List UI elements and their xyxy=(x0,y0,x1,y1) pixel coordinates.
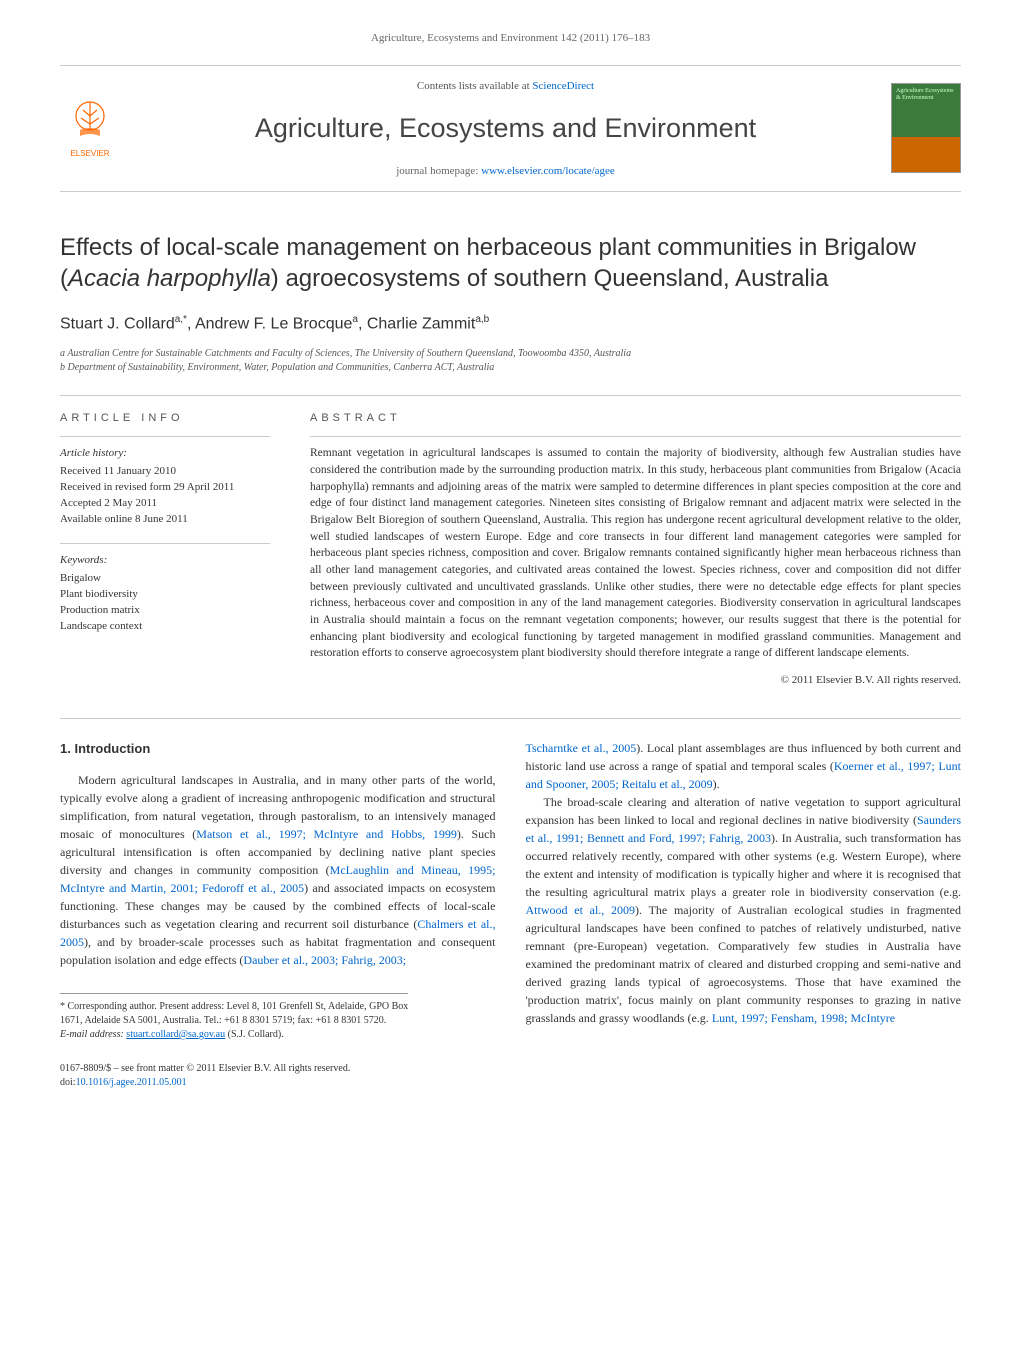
corresponding-footnote: * Corresponding author. Present address:… xyxy=(60,993,408,1042)
footnote-email-label: E-mail address: xyxy=(60,1029,126,1040)
doi-link[interactable]: 10.1016/j.agee.2011.05.001 xyxy=(76,1077,187,1088)
intro-text: ). xyxy=(713,777,720,791)
journal-cover: Agriculture Ecosystems & Environment xyxy=(891,83,961,173)
ref-link[interactable]: Lunt, 1997; Fensham, 1998; McIntyre xyxy=(712,1011,895,1025)
journal-homepage: journal homepage: www.elsevier.com/locat… xyxy=(136,163,875,180)
homepage-link[interactable]: www.elsevier.com/locate/agee xyxy=(481,165,615,177)
footnote-email-suffix: (S.J. Collard). xyxy=(225,1029,284,1040)
contents-line: Contents lists available at ScienceDirec… xyxy=(136,78,875,95)
body-col-right: Tscharntke et al., 2005). Local plant as… xyxy=(526,739,962,1042)
article-info-col: article info Article history: Received 1… xyxy=(60,410,270,689)
affiliation-b: b Department of Sustainability, Environm… xyxy=(60,361,961,375)
affiliations: a Australian Centre for Sustainable Catc… xyxy=(60,347,961,375)
elsevier-logo-text: ELSEVIER xyxy=(70,148,109,160)
history-title: Article history: xyxy=(60,445,270,462)
intro-paragraph-1-cont: Tscharntke et al., 2005). Local plant as… xyxy=(526,739,962,793)
footer: 0167-8809/$ – see front matter © 2011 El… xyxy=(60,1062,961,1090)
intro-heading: 1. Introduction xyxy=(60,739,496,759)
intro-paragraph-2: The broad-scale clearing and alteration … xyxy=(526,793,962,1027)
authors: Stuart J. Collarda,*, Andrew F. Le Brocq… xyxy=(60,312,961,336)
footer-line1: 0167-8809/$ – see front matter © 2011 El… xyxy=(60,1062,961,1076)
keyword: Landscape context xyxy=(60,619,270,635)
running-header: Agriculture, Ecosystems and Environment … xyxy=(60,30,961,47)
history-line: Received in revised form 29 April 2011 xyxy=(60,480,270,496)
footer-doi-line: doi:10.1016/j.agee.2011.05.001 xyxy=(60,1076,961,1090)
article-title: Effects of local-scale management on her… xyxy=(60,232,961,294)
info-abstract-row: article info Article history: Received 1… xyxy=(60,410,961,689)
ref-link[interactable]: Attwood et al., 2009 xyxy=(526,903,636,917)
abstract-col: abstract Remnant vegetation in agricultu… xyxy=(310,410,961,689)
doi-prefix: doi: xyxy=(60,1077,76,1088)
homepage-prefix: journal homepage: xyxy=(396,165,481,177)
ref-link[interactable]: Tscharntke et al., 2005 xyxy=(526,741,637,755)
history-line: Received 11 January 2010 xyxy=(60,464,270,480)
footnote-email-line: E-mail address: stuart.collard@sa.gov.au… xyxy=(60,1028,408,1042)
journal-cover-text: Agriculture Ecosystems & Environment xyxy=(896,88,956,101)
article-info-label: article info xyxy=(60,410,270,427)
ref-link[interactable]: Matson et al., 1997; McIntyre and Hobbs,… xyxy=(196,827,457,841)
masthead-center: Contents lists available at ScienceDirec… xyxy=(136,78,875,180)
keyword: Plant biodiversity xyxy=(60,587,270,603)
history-block: Article history: Received 11 January 201… xyxy=(60,436,270,527)
intro-text: ). The majority of Australian ecological… xyxy=(526,903,962,1025)
footnote-corresponding: * Corresponding author. Present address:… xyxy=(60,1000,408,1028)
body-columns: 1. Introduction Modern agricultural land… xyxy=(60,718,961,1042)
divider xyxy=(60,395,961,396)
keyword: Brigalow xyxy=(60,571,270,587)
elsevier-logo: ELSEVIER xyxy=(60,93,120,163)
history-line: Available online 8 June 2011 xyxy=(60,512,270,528)
contents-prefix: Contents lists available at xyxy=(417,80,532,92)
keywords-block: Keywords: Brigalow Plant biodiversity Pr… xyxy=(60,543,270,634)
body-col-left: 1. Introduction Modern agricultural land… xyxy=(60,739,496,1042)
intro-paragraph-1: Modern agricultural landscapes in Austra… xyxy=(60,771,496,969)
keywords-title: Keywords: xyxy=(60,552,270,569)
copyright: © 2011 Elsevier B.V. All rights reserved… xyxy=(310,672,961,689)
keyword: Production matrix xyxy=(60,603,270,619)
intro-text: The broad-scale clearing and alteration … xyxy=(526,795,962,827)
ref-link[interactable]: Dauber et al., 2003; Fahrig, 2003; xyxy=(243,953,406,967)
history-line: Accepted 2 May 2011 xyxy=(60,496,270,512)
abstract-label: abstract xyxy=(310,410,961,427)
abstract-text: Remnant vegetation in agricultural lands… xyxy=(310,436,961,662)
affiliation-a: a Australian Centre for Sustainable Catc… xyxy=(60,347,961,361)
masthead: ELSEVIER Contents lists available at Sci… xyxy=(60,65,961,193)
sciencedirect-link[interactable]: ScienceDirect xyxy=(532,80,594,92)
title-italic: Acacia harpophylla xyxy=(68,265,271,292)
title-post: ) agroecosystems of southern Queensland,… xyxy=(271,265,829,292)
footnote-email[interactable]: stuart.collard@sa.gov.au xyxy=(126,1029,225,1040)
journal-name: Agriculture, Ecosystems and Environment xyxy=(136,108,875,149)
elsevier-tree-icon xyxy=(65,96,115,146)
